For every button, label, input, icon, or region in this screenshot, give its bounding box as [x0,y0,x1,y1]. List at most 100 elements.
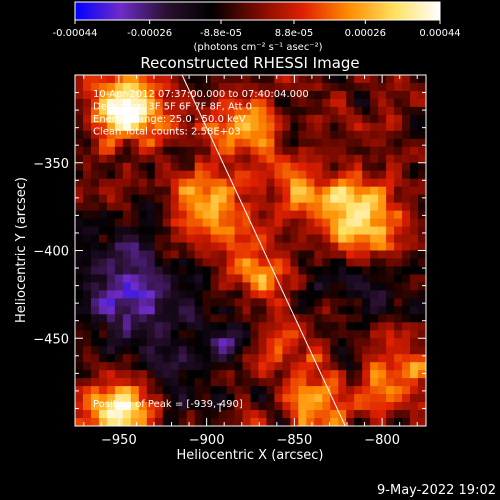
heatmap-cell [250,386,260,395]
heatmap-cell [186,290,196,299]
heatmap-cell [378,298,387,307]
heatmap-cell [330,178,339,188]
heatmap-cell [234,202,244,212]
heatmap-cell [106,306,116,315]
heatmap-cell [130,122,140,132]
heatmap-cell [122,282,132,291]
heatmap-cell [418,410,426,419]
heatmap-cell [122,258,132,268]
heatmap-cell [274,194,284,204]
heatmap-cell [75,274,84,284]
heatmap-cell [386,282,395,291]
heatmap-cell [186,162,196,172]
heatmap-cell [162,250,172,260]
heatmap-cell [90,234,100,244]
heatmap-cell [210,210,220,220]
heatmap-cell [194,338,204,347]
heatmap-cell [146,210,156,220]
heatmap-cell [354,386,363,395]
heatmap-cell [75,346,84,355]
heatmap-cell [106,242,116,252]
heatmap-cell [162,106,172,116]
heatmap-cell [138,234,148,244]
heatmap-cell [90,362,100,371]
heatmap-cell [98,106,108,116]
heatmap-cell [186,338,196,347]
heatmap-cell [330,154,339,164]
heatmap-cell [346,370,355,379]
heatmap-cell [122,322,132,331]
heatmap-cell [146,378,156,387]
heatmap-cell [154,98,164,108]
heatmap-cell [290,362,299,371]
heatmap-cell [346,306,355,315]
heatmap-cell [282,90,291,100]
heatmap-cell [170,162,180,172]
heatmap-cell [354,82,363,92]
heatmap-cell [138,410,148,419]
heatmap-cell [114,82,124,92]
heatmap-cell [402,75,411,84]
heatmap-cell [138,210,148,220]
heatmap-cell [242,418,252,426]
heatmap-cell [258,418,268,426]
heatmap-cell [114,114,124,124]
heatmap-cell [170,234,180,244]
heatmap-cell [226,306,236,315]
heatmap-cell [210,138,220,148]
heatmap-cell [146,138,156,148]
heatmap-cell [322,306,331,315]
heatmap-cell [130,154,140,164]
heatmap-cell [114,106,124,116]
heatmap-cell [362,330,371,339]
heatmap-cell [290,234,299,244]
heatmap-cell [394,338,403,347]
heatmap-cell [418,386,426,395]
heatmap-cell [306,338,315,347]
heatmap-cell [394,162,403,172]
heatmap-cell [194,114,204,124]
heatmap-cell [338,378,347,387]
heatmap-cell [242,130,252,140]
heatmap-cell [282,194,291,204]
heatmap-cell [186,82,196,92]
heatmap-cell [266,418,276,426]
heatmap-cell [210,418,220,426]
heatmap-cell [162,266,172,276]
heatmap-cell [82,154,92,164]
heatmap-cell [250,306,260,315]
heatmap-cell [210,75,220,84]
heatmap-cell [242,75,252,84]
heatmap-cell [362,234,371,244]
heatmap-cell [290,322,299,331]
heatmap-cell [162,122,172,132]
heatmap-cell [90,162,100,172]
heatmap-cell [75,146,84,156]
heatmap-cell [130,338,140,347]
annotation-line: Clean Total counts: 2.58E+03 [93,127,241,138]
heatmap-cell [402,90,411,100]
heatmap-cell [306,202,315,212]
heatmap-cell [250,75,260,84]
heatmap-cell [122,226,132,236]
heatmap-cell [266,106,276,116]
heatmap-cell [330,122,339,132]
heatmap-cell [75,90,84,100]
heatmap-cell [258,250,268,260]
heatmap-cell [402,274,411,284]
heatmap-cell [162,234,172,244]
heatmap-cell [386,362,395,371]
heatmap-cell [178,234,188,244]
heatmap-cell [418,138,426,148]
heatmap-cell [330,402,339,411]
heatmap-cell [154,234,164,244]
annotation-line: Energy Range: 25.0 - 50.0 keV [93,114,246,125]
heatmap-cell [394,386,403,395]
heatmap-cell [330,298,339,307]
heatmap-cell [258,354,268,363]
heatmap-cell [90,106,100,116]
heatmap-cell [75,170,84,180]
heatmap-cell [234,410,244,419]
heatmap-cell [394,234,403,244]
heatmap-cell [378,106,387,116]
